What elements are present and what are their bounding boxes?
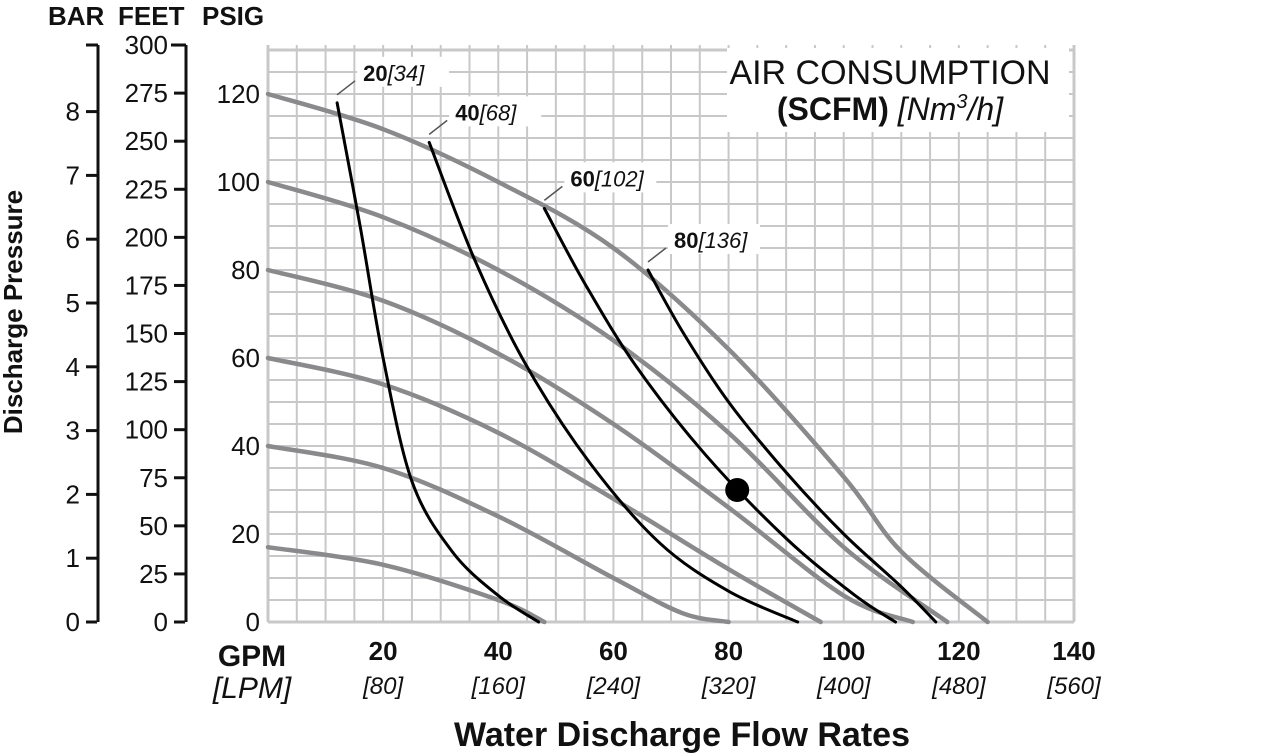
- bar-tick-label: 5: [66, 288, 80, 318]
- curve-label: 40[68]: [455, 100, 517, 125]
- header-feet: FEET: [118, 1, 185, 31]
- x-unit-gpm: GPM: [218, 640, 286, 673]
- air-consumption-curve: [335, 101, 541, 624]
- pressure-curve: [265, 355, 823, 625]
- curve-label-scfm: 80: [674, 228, 698, 253]
- x-tick-gpm: 140: [1052, 636, 1095, 666]
- air-consumption-curve: [646, 268, 938, 624]
- x-tick-gpm: 80: [714, 636, 743, 666]
- curve-label-scfm: 60: [570, 166, 594, 191]
- air-curve-labels: 20[34] 40[68] 60[102] 80[136]: [336, 56, 760, 263]
- air-consumption-curves: [335, 101, 938, 624]
- feet-tick-label: 100: [125, 415, 168, 445]
- curve-label-nm3h: [34]: [387, 61, 426, 86]
- y-axis-label: Discharge Pressure: [0, 190, 28, 434]
- feet-tick-label: 0: [154, 607, 168, 637]
- psig-tick-label: 20: [231, 519, 260, 549]
- bar-tick-label: 4: [66, 352, 80, 382]
- bar-tick-label: 1: [66, 543, 80, 573]
- curve-label-nm3h: [102]: [594, 166, 645, 191]
- feet-tick-label: 50: [139, 511, 168, 541]
- bar-tick-label: 7: [66, 160, 80, 190]
- x-tick-lpm: [560]: [1046, 673, 1102, 700]
- feet-tick-labels: 0 25 50 75 100 125 150 175 200 225 250 275 300: [125, 30, 168, 637]
- pressure-curve: [265, 91, 990, 625]
- curve-label-scfm: 40: [455, 100, 479, 125]
- curve-label: 20[34]: [363, 61, 425, 86]
- pressure-curve: [265, 443, 731, 625]
- bar-tick-label: 2: [66, 479, 80, 509]
- feet-tick-label: 225: [125, 174, 168, 204]
- curve-label-leader: [543, 185, 563, 201]
- air-consumption-curve: [542, 206, 897, 624]
- pressure-curve: [265, 179, 950, 625]
- operating-point-marker: [725, 478, 750, 502]
- psig-tick-label: 120: [217, 79, 260, 109]
- bar-tick-label: 0: [66, 607, 80, 637]
- bar-tick-label: 6: [66, 224, 80, 254]
- psig-tick-label: 80: [231, 255, 260, 285]
- x-unit-lpm: [LPM]: [212, 672, 292, 705]
- feet-tick-label: 250: [125, 126, 168, 156]
- bar-tick-labels: 0 1 2 3 4 5 6 7 8: [66, 97, 80, 637]
- x-axis-label: Water Discharge Flow Rates: [454, 716, 910, 754]
- psig-tick-labels: 0 20 40 60 80 100 120: [217, 79, 260, 637]
- chart-title-line1: AIR CONSUMPTION: [729, 54, 1050, 92]
- x-tick-gpm: 60: [599, 636, 628, 666]
- title-scfm: (SCFM): [777, 91, 889, 127]
- title-nm3h: [Nm: [897, 91, 957, 127]
- bar-tick-label: 3: [66, 416, 80, 446]
- curve-label-bg: [357, 56, 450, 87]
- pressure-curve: [265, 544, 547, 625]
- curve-label-leader: [336, 80, 356, 96]
- feet-tick-label: 300: [125, 30, 168, 60]
- curve-label-bg: [564, 162, 657, 193]
- feet-tick-label: 25: [139, 559, 168, 589]
- curve-label: 60[102]: [570, 166, 644, 191]
- x-tick-lpm: [160]: [471, 673, 527, 700]
- curve-label-bg: [667, 224, 760, 254]
- title-nm3h-suffix: /h]: [966, 91, 1005, 127]
- feet-tick-label: 175: [125, 270, 168, 300]
- psig-tick-label: 100: [217, 167, 260, 197]
- x-tick-gpm: 120: [937, 636, 980, 666]
- curve-label-bg: [449, 96, 542, 127]
- x-tick-lpm: [480]: [931, 673, 987, 700]
- psig-tick-label: 0: [246, 607, 260, 637]
- feet-tick-label: 125: [125, 367, 168, 397]
- curve-label-scfm: 20: [363, 61, 387, 86]
- x-tick-lpm: [80]: [362, 673, 404, 700]
- title-sup: 3: [956, 91, 967, 113]
- curve-label-nm3h: [68]: [479, 100, 518, 125]
- psig-tick-label: 60: [231, 343, 260, 373]
- air-consumption-curve: [427, 140, 800, 624]
- psig-tick-label: 40: [231, 431, 260, 461]
- curve-label: 80[136]: [674, 228, 748, 253]
- feet-tick-label: 75: [139, 463, 168, 493]
- feet-tick-label: 150: [125, 319, 168, 349]
- header-psig: PSIG: [202, 1, 264, 31]
- x-tick-gpm: 40: [484, 636, 513, 666]
- x-tick-gpm: 100: [822, 636, 865, 666]
- pressure-curves: [265, 91, 990, 625]
- feet-tick-label: 200: [125, 222, 168, 252]
- x-tick-lpm: [400]: [816, 673, 872, 700]
- chart-title-line2: (SCFM) [Nm3/h]: [777, 91, 1004, 127]
- operating-point-layer: [725, 478, 750, 502]
- pressure-curve: [265, 267, 916, 625]
- feet-tick-label: 275: [125, 78, 168, 108]
- title-box: [727, 48, 1069, 132]
- bar-tick-label: 8: [66, 97, 80, 127]
- x-tick-gpm: 20: [369, 636, 398, 666]
- x-tick-lpm: [240]: [586, 673, 642, 700]
- axes: [86, 43, 188, 624]
- x-tick-lpm: [320]: [701, 673, 757, 700]
- curve-label-leader: [428, 119, 448, 135]
- curve-label-nm3h: [136]: [697, 228, 748, 253]
- header-bar: BAR: [48, 1, 105, 31]
- curve-label-leader: [647, 247, 667, 263]
- x-tick-labels: 20 [80] 40 [160] 60 [240] 80 [320] 100 [400] 120 [4…: [362, 636, 1102, 700]
